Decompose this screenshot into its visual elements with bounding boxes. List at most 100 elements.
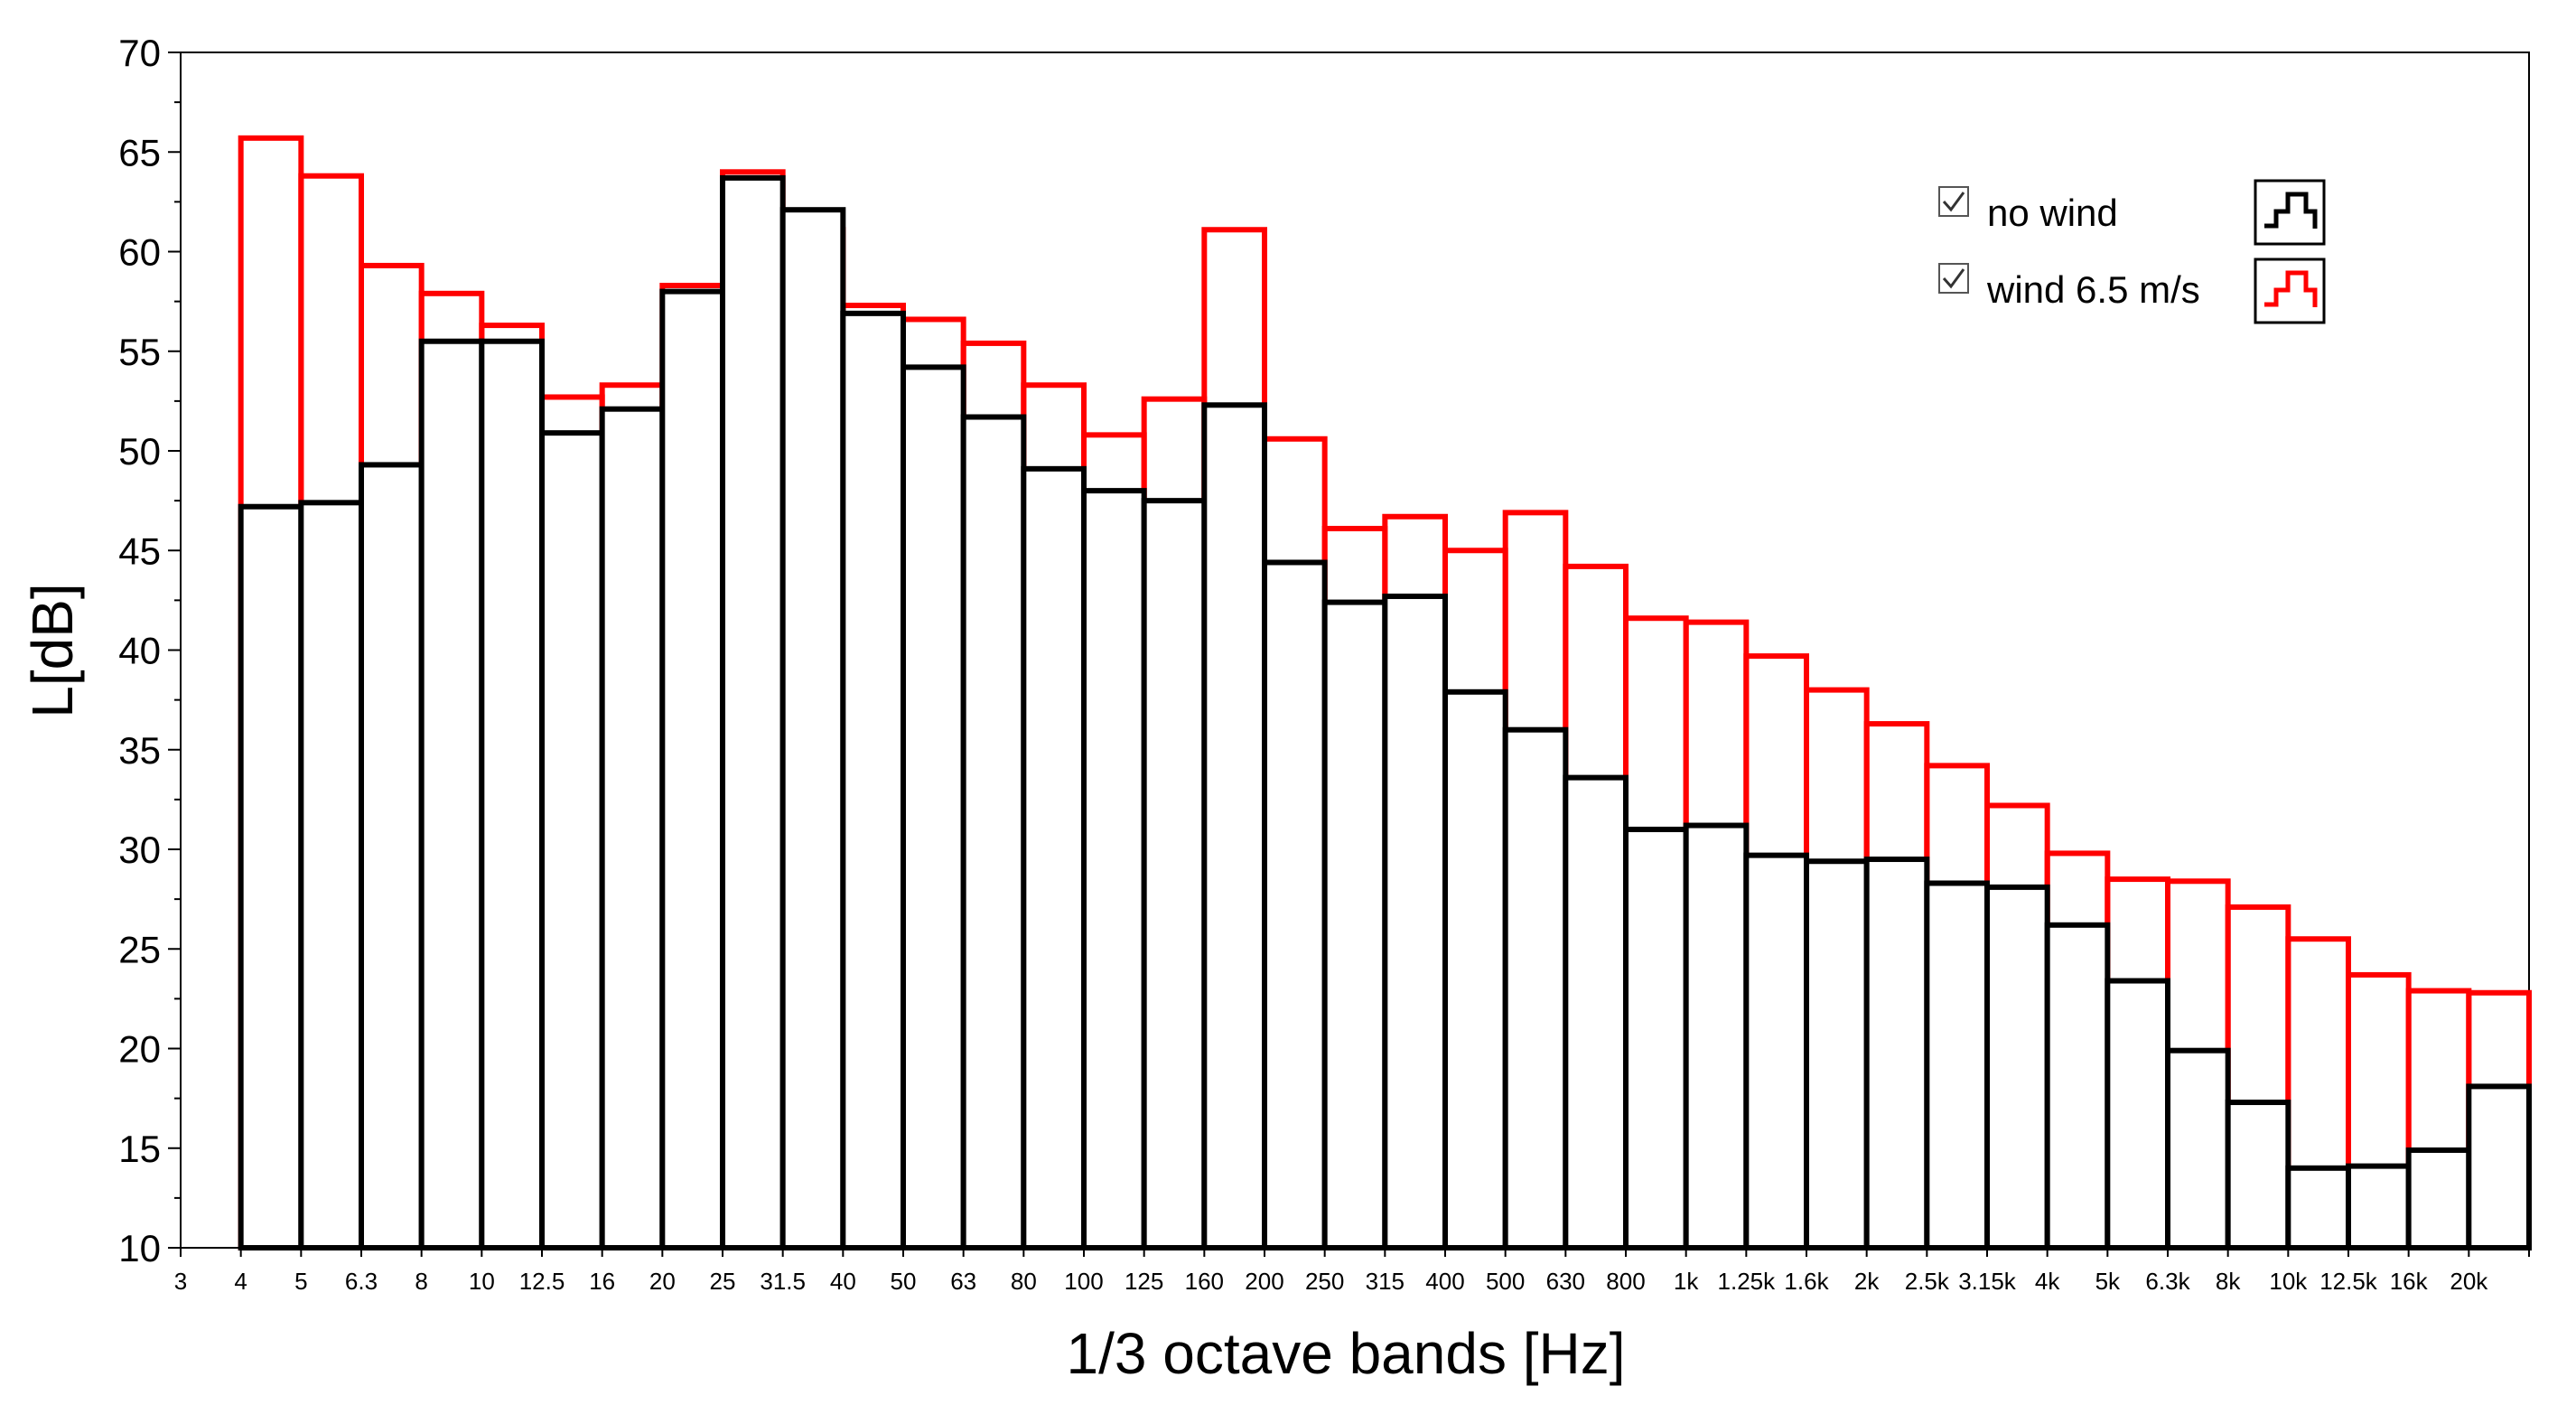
legend-label-no-wind: no wind bbox=[1987, 192, 2118, 234]
bar-no-wind-160 bbox=[1201, 402, 1268, 1251]
legend-label-wind: wind 6.5 m/s bbox=[1986, 268, 2200, 311]
x-tick-label: 2.5k bbox=[1905, 1268, 1950, 1295]
x-tick-label: 8k bbox=[2216, 1268, 2241, 1295]
x-tick-label: 80 bbox=[1011, 1268, 1037, 1295]
x-tick-label: 315 bbox=[1366, 1268, 1405, 1295]
x-tick-label: 63 bbox=[950, 1268, 976, 1295]
bar-no-wind-6.3k bbox=[2165, 1047, 2231, 1250]
bar-no-wind-2.5k bbox=[1924, 880, 1990, 1250]
bar-no-wind-20 bbox=[659, 288, 725, 1251]
y-tick-label: 45 bbox=[118, 529, 161, 572]
x-tick-label: 12.5 bbox=[519, 1268, 565, 1295]
bar-no-wind-630 bbox=[1563, 774, 1629, 1250]
x-tick-label: 16k bbox=[2390, 1268, 2429, 1295]
x-tick-label: 5k bbox=[2095, 1268, 2121, 1295]
checkbox-no-wind[interactable] bbox=[1938, 186, 1969, 217]
x-tick-label: 3.15k bbox=[1958, 1268, 2017, 1295]
y-tick-label: 20 bbox=[118, 1028, 161, 1071]
bar-no-wind-100 bbox=[1081, 488, 1147, 1250]
y-tick-label: 25 bbox=[118, 928, 161, 970]
x-tick-label: 1.6k bbox=[1784, 1268, 1829, 1295]
x-tick-label: 40 bbox=[830, 1268, 856, 1295]
bar-no-wind-6.3 bbox=[359, 462, 425, 1250]
bar-no-wind-1.25k bbox=[1743, 852, 1810, 1250]
bar-no-wind-315 bbox=[1382, 593, 1449, 1250]
legend: no wind wind 6.5 m/s bbox=[1938, 179, 2326, 324]
bar-no-wind-500 bbox=[1502, 726, 1569, 1250]
bar-no-wind-16 bbox=[599, 406, 666, 1250]
x-tick-label: 16 bbox=[589, 1268, 615, 1295]
x-tick-label: 6.3 bbox=[345, 1268, 378, 1295]
x-tick-label: 800 bbox=[1606, 1268, 1645, 1295]
x-tick-label: 3 bbox=[174, 1268, 187, 1295]
legend-item-no-wind[interactable]: no wind bbox=[1938, 179, 2326, 246]
x-tick-label: 630 bbox=[1546, 1268, 1585, 1295]
bar-no-wind-200 bbox=[1262, 559, 1328, 1250]
x-tick-label: 8 bbox=[415, 1268, 427, 1295]
check-icon bbox=[1942, 192, 1965, 212]
y-tick-label: 35 bbox=[118, 729, 161, 772]
x-tick-label: 20k bbox=[2450, 1268, 2488, 1295]
legend-item-wind[interactable]: wind 6.5 m/s bbox=[1938, 258, 2326, 324]
x-tick-label: 125 bbox=[1125, 1268, 1163, 1295]
bar-no-wind-80 bbox=[1021, 465, 1087, 1250]
x-tick-label: 2k bbox=[1854, 1268, 1880, 1295]
x-tick-label: 12.5k bbox=[2319, 1268, 2378, 1295]
bar-no-wind-10 bbox=[479, 338, 545, 1251]
y-tick-label: 65 bbox=[118, 131, 161, 173]
bar-no-wind-3.15k bbox=[1984, 884, 2050, 1251]
y-tick-label: 55 bbox=[118, 331, 161, 373]
bar-no-wind-125 bbox=[1141, 498, 1208, 1250]
x-tick-label: 1k bbox=[1674, 1268, 1699, 1295]
x-axis-title: 1/3 octave bands [Hz] bbox=[1066, 1321, 1625, 1386]
bar-no-wind-20k bbox=[2466, 1083, 2532, 1251]
y-tick-label: 60 bbox=[118, 231, 161, 274]
bar-no-wind-250 bbox=[1321, 599, 1388, 1250]
x-tick-label: 1.25k bbox=[1718, 1268, 1777, 1295]
bar-no-wind-12.5 bbox=[539, 430, 605, 1250]
bar-no-wind-2k bbox=[1863, 857, 1930, 1251]
y-tick-label: 30 bbox=[118, 829, 161, 871]
check-icon bbox=[1942, 268, 1965, 289]
y-tick-label: 70 bbox=[118, 32, 161, 74]
bar-no-wind-31.5 bbox=[779, 207, 846, 1251]
bar-no-wind-5 bbox=[298, 500, 365, 1250]
bar-no-wind-1.6k bbox=[1804, 858, 1870, 1250]
x-tick-label: 50 bbox=[891, 1268, 917, 1295]
bar-no-wind-40 bbox=[840, 310, 906, 1251]
x-tick-label: 200 bbox=[1245, 1268, 1283, 1295]
bar-no-wind-4 bbox=[238, 503, 304, 1250]
x-tick-label: 500 bbox=[1486, 1268, 1525, 1295]
x-tick-label: 400 bbox=[1425, 1268, 1464, 1295]
x-tick-label: 25 bbox=[710, 1268, 736, 1295]
x-tick-label: 10 bbox=[469, 1268, 495, 1295]
x-tick-label: 160 bbox=[1185, 1268, 1224, 1295]
x-tick-label: 6.3k bbox=[2145, 1268, 2190, 1295]
x-axis: 3 4 5 6.3 8 10 12.5 16 20 25 31.5 40 50 63 80 100 125 160… bbox=[174, 1247, 2530, 1295]
bar-no-wind-4k bbox=[2044, 922, 2111, 1250]
y-tick-label: 15 bbox=[118, 1128, 161, 1170]
bar-no-wind-5k bbox=[2105, 978, 2170, 1251]
bar-no-wind-50 bbox=[901, 364, 966, 1250]
x-tick-label: 250 bbox=[1305, 1268, 1344, 1295]
bar-plot-style-icon bbox=[2264, 192, 2318, 229]
bar-no-wind-800 bbox=[1623, 826, 1689, 1250]
bar-no-wind-63 bbox=[960, 414, 1027, 1250]
x-tick-label: 20 bbox=[649, 1268, 676, 1295]
bar-no-wind-12.5k bbox=[2346, 1163, 2412, 1250]
x-tick-label: 100 bbox=[1064, 1268, 1103, 1295]
x-tick-label: 4 bbox=[234, 1268, 247, 1295]
bar-plot-style-icon bbox=[2264, 270, 2318, 307]
x-tick-label: 4k bbox=[2035, 1268, 2060, 1295]
checkbox-wind[interactable] bbox=[1938, 263, 1969, 294]
bar-no-wind-1k bbox=[1683, 822, 1750, 1250]
y-tick-label: 50 bbox=[118, 430, 161, 473]
bar-no-wind-10k bbox=[2285, 1165, 2351, 1251]
bar-no-wind-25 bbox=[720, 174, 786, 1250]
no-wind-series-bars bbox=[238, 174, 2532, 1251]
x-tick-label: 31.5 bbox=[760, 1268, 806, 1295]
bar-no-wind-8k bbox=[2225, 1100, 2291, 1251]
y-axis: 10 15 20 25 30 35 40 45 50 55 60 65 70 bbox=[118, 32, 182, 1269]
x-tick-label: 10k bbox=[2269, 1268, 2308, 1295]
